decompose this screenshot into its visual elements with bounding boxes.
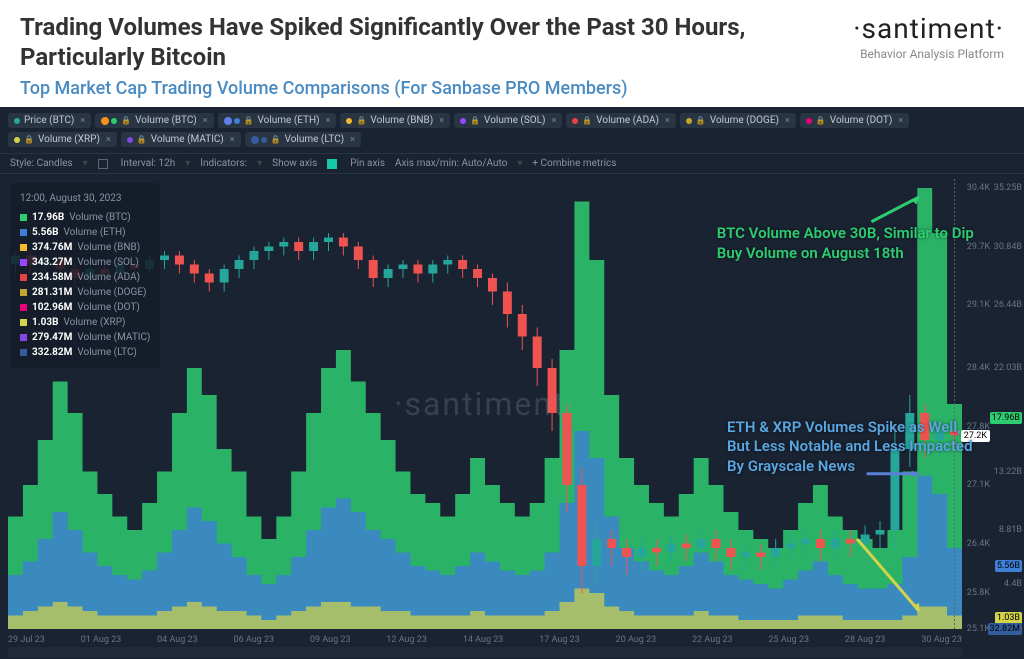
indicators-label[interactable]: Indicators: [200,158,247,169]
lock-icon: 🔒 [244,116,254,125]
combine-metrics[interactable]: + Combine metrics [532,158,616,169]
y-tick-vol: 32.82M [988,623,1022,635]
style-checkbox[interactable] [98,159,108,169]
pill-label: Volume (BTC) [135,115,197,126]
close-icon[interactable]: × [552,116,557,126]
y-axis-volume: 35.25B 30.84B 26.44B 22.03B 17.96B 13.22B 8.81… [992,179,1024,629]
metric-pill[interactable]: 🔒 Volume (LTC) × [245,132,361,147]
axis-minmax[interactable]: Axis max/min: Auto/Auto [395,158,507,169]
pill-label: Volume (ADA) [596,115,659,126]
chart-toolbar: Style: Candles▾ Interval: 12h▾ Indicator… [0,153,1024,174]
lock-icon: 🔒 [470,116,480,125]
x-tick: 04 Aug 23 [157,635,198,645]
x-axis: 29 Jul 23 01 Aug 23 04 Aug 23 06 Aug 23 09 A… [8,635,962,645]
metric-pills: Price (BTC) × 🔒 Volume (BTC) × 🔒 Volume (ETH) ×… [0,107,1024,153]
brand-logo: ·santiment· [853,12,1004,45]
mini-scrollbar[interactable] [8,647,962,657]
pill-label: Volume (BNB) [370,115,433,126]
lock-icon: 🔒 [137,135,147,144]
pill-label: Volume (DOGE) [710,115,779,126]
x-tick: 14 Aug 23 [463,635,504,645]
y-tick-vol: 35.25B [994,183,1022,193]
lock-icon: 🔒 [121,116,131,125]
lock-icon: 🔒 [816,116,826,125]
y-tick-vol: 4.4B [1004,579,1022,589]
y-tick-vol: 30.84B [994,242,1022,252]
pin-axis-label[interactable]: Pin axis [350,158,385,169]
close-icon[interactable]: × [80,116,85,126]
close-icon[interactable]: × [785,116,790,126]
close-icon[interactable]: × [665,116,670,126]
metric-pill[interactable]: Price (BTC) × [8,113,91,128]
lock-icon: 🔒 [696,116,706,125]
y-tick-price: 25.1K [967,624,990,634]
close-icon[interactable]: × [439,116,444,126]
pill-label: Volume (ETH) [258,115,320,126]
close-icon[interactable]: × [326,116,331,126]
style-selector[interactable]: Style: Candles [10,158,73,169]
x-tick: 30 Aug 23 [921,635,962,645]
y-tick-price: 26.4K [967,539,990,549]
headline: Trading Volumes Have Spiked Significantl… [20,12,833,72]
overlay-canvas [8,179,962,629]
metric-pill[interactable]: 🔒 Volume (ADA) × [566,113,676,128]
y-tick-vol: 26.44B [994,300,1022,310]
metric-pill[interactable]: 🔒 Volume (MATIC) × [121,132,241,147]
y-tick-vol: 22.03B [994,363,1022,373]
pill-label: Price (BTC) [24,115,74,126]
metric-pill[interactable]: 🔒 Volume (DOT) × [800,113,909,128]
x-tick: 25 Aug 23 [769,635,810,645]
x-tick: 20 Aug 23 [616,635,657,645]
lock-icon: 🔒 [356,116,366,125]
close-icon[interactable]: × [203,116,208,126]
show-axis-toggle[interactable]: Show axis [272,158,317,169]
y-tick-price: 29.1K [967,300,990,310]
y-tick-vol: 8.81B [999,525,1022,535]
y-tick-price: 28.4K [967,363,990,373]
interval-selector[interactable]: Interval: 12h [121,158,176,169]
close-icon[interactable]: × [350,135,355,145]
lock-icon: 🔒 [582,116,592,125]
lock-icon: 🔒 [24,135,34,144]
close-icon[interactable]: × [230,135,235,145]
header: Trading Volumes Have Spiked Significantl… [0,0,1024,107]
x-tick: 29 Jul 23 [8,635,45,645]
y-tick-vol: 13.22B [994,467,1022,477]
x-tick: 17 Aug 23 [539,635,580,645]
metric-pill[interactable]: 🔒 Volume (BNB) × [340,113,450,128]
metric-pill[interactable]: 🔒 Volume (XRP) × [8,132,117,147]
x-tick: 22 Aug 23 [692,635,733,645]
metric-pill[interactable]: 🔒 Volume (DOGE) × [680,113,796,128]
metric-pill[interactable]: 🔒 Volume (BTC) × [95,113,213,128]
pill-label: Volume (MATIC) [151,134,224,145]
metric-pill[interactable]: 🔒 Volume (SOL) × [454,113,562,128]
x-tick: 12 Aug 23 [386,635,427,645]
y-tick-vol: 17.96B [990,412,1022,424]
y-tick-price: 25.8K [967,588,990,598]
x-tick: 28 Aug 23 [845,635,886,645]
pill-label: Volume (DOT) [830,115,893,126]
chart-panel: Price (BTC) × 🔒 Volume (BTC) × 🔒 Volume (ETH) ×… [0,107,1024,659]
chart-area[interactable]: ·santiment· [8,179,962,629]
brand-tagline: Behavior Analysis Platform [853,47,1004,61]
close-icon[interactable]: × [106,135,111,145]
y-tick-price: 30.4K [967,183,990,193]
pin-axis-checkbox[interactable] [327,159,337,169]
brand-block: ·santiment· Behavior Analysis Platform [833,12,1004,99]
y-tick-vol: 1.03B [995,612,1022,624]
close-icon[interactable]: × [898,116,903,126]
lock-icon: 🔒 [271,135,281,144]
pill-label: Volume (SOL) [484,115,545,126]
y-tick-vol: 5.56B [995,560,1022,572]
x-tick: 01 Aug 23 [81,635,122,645]
pill-label: Volume (XRP) [38,134,100,145]
pill-label: Volume (LTC) [285,134,345,145]
metric-pill[interactable]: 🔒 Volume (ETH) × [218,113,337,128]
subhead: Top Market Cap Trading Volume Comparison… [20,78,833,99]
y-tick-price: 27.1K [967,480,990,490]
x-tick: 06 Aug 23 [234,635,275,645]
x-tick: 09 Aug 23 [310,635,351,645]
